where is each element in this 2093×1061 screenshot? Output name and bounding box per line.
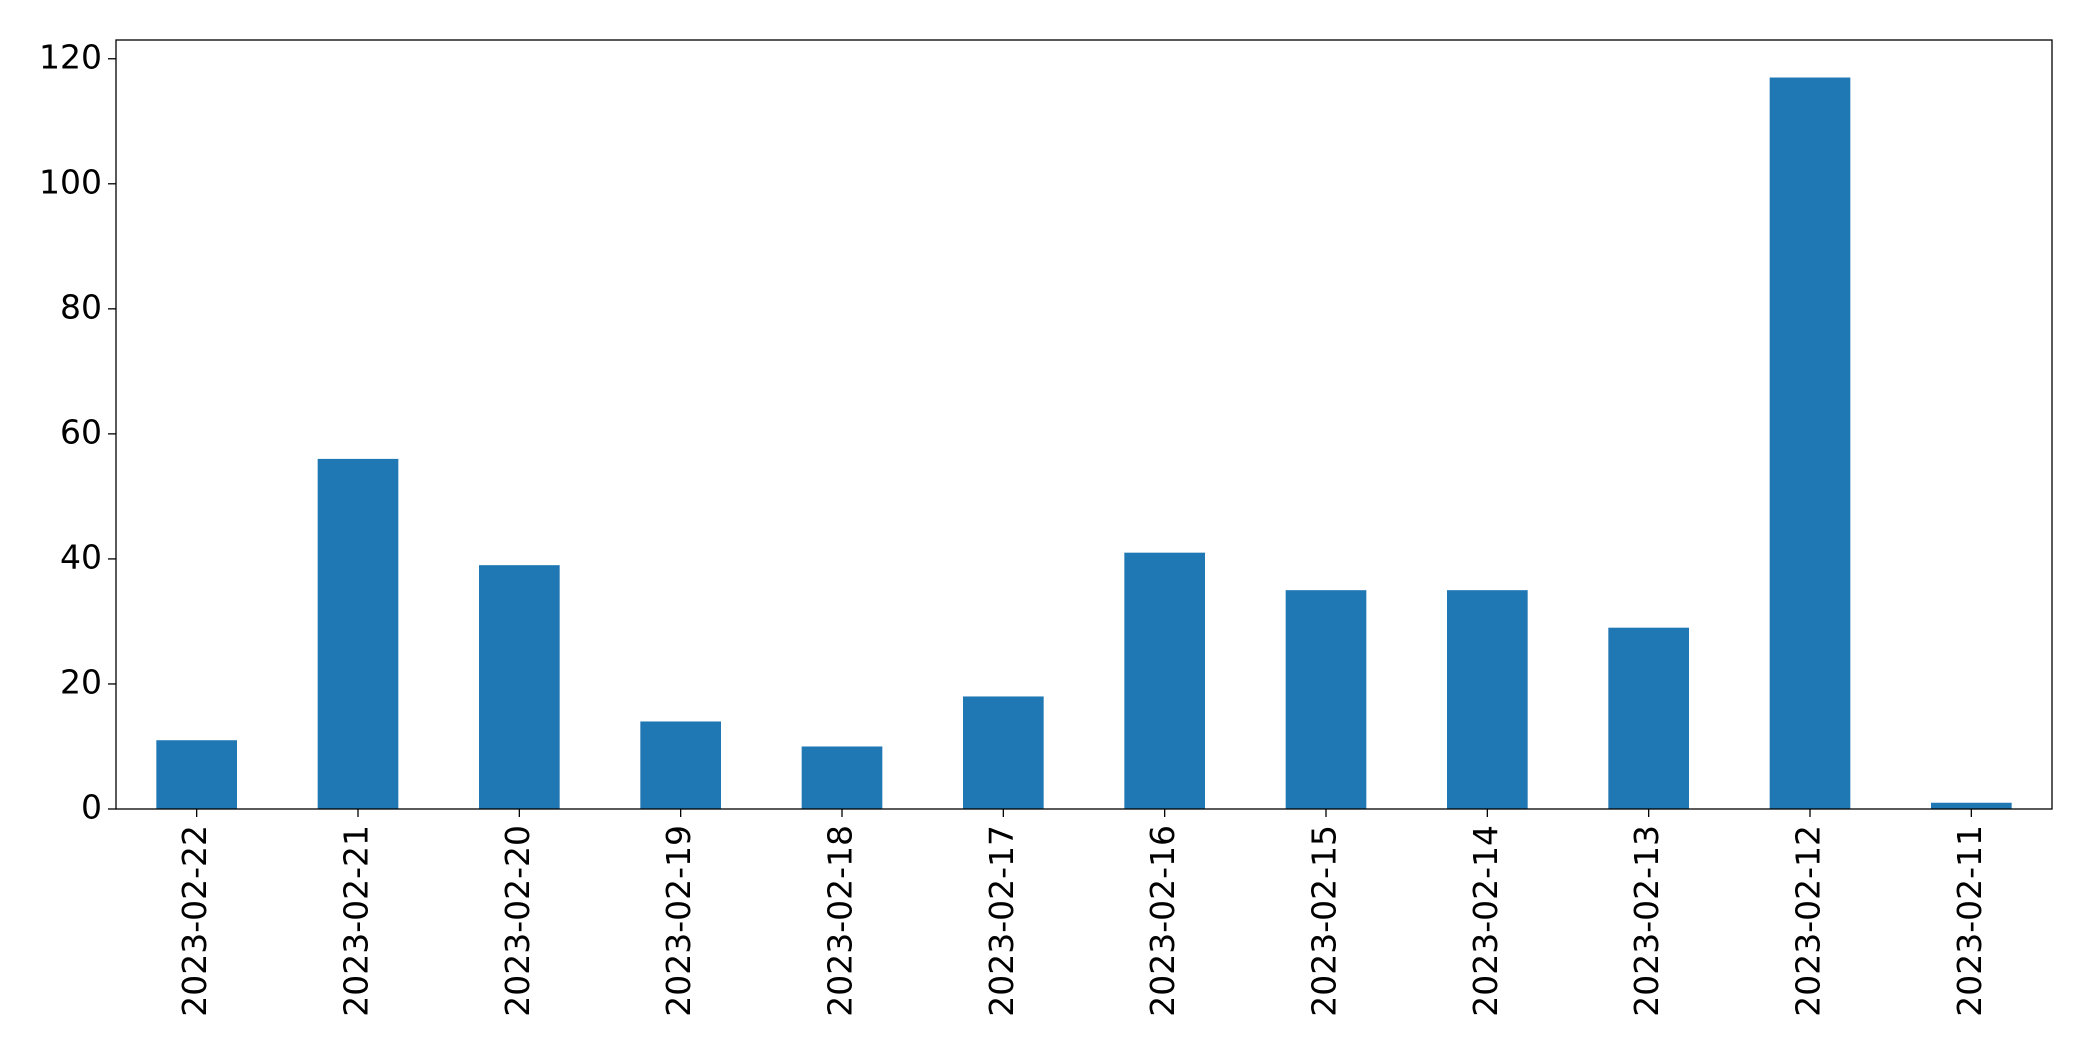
bar (640, 721, 721, 809)
x-tick-label: 2023-02-16 (1143, 825, 1182, 1017)
bar (1608, 627, 1689, 809)
x-tick-label: 2023-02-11 (1950, 825, 1989, 1017)
x-tick-label: 2023-02-13 (1627, 825, 1666, 1017)
y-tick-label: 100 (39, 162, 102, 201)
bar (1769, 77, 1851, 809)
bar (317, 458, 399, 809)
bar (963, 696, 1044, 809)
x-tick-label: 2023-02-12 (1789, 825, 1828, 1017)
y-tick-label: 120 (39, 37, 102, 76)
y-tick-label: 20 (60, 662, 102, 701)
bar (1931, 802, 2012, 809)
x-tick-label: 2023-02-18 (821, 825, 860, 1017)
x-tick-label: 2023-02-14 (1466, 825, 1505, 1017)
x-tick-label: 2023-02-22 (175, 825, 214, 1017)
x-tick-label: 2023-02-21 (337, 825, 376, 1017)
y-tick-label: 60 (60, 412, 102, 451)
bar (479, 565, 560, 809)
y-tick-label: 0 (81, 788, 102, 827)
y-tick-label: 40 (60, 537, 102, 576)
bar (1124, 552, 1205, 809)
x-tick-label: 2023-02-20 (498, 825, 537, 1017)
bar (1447, 590, 1528, 809)
x-tick-label: 2023-02-19 (659, 825, 698, 1017)
bar (801, 746, 883, 809)
x-tick-label: 2023-02-15 (1305, 825, 1344, 1017)
x-tick-label: 2023-02-17 (982, 825, 1021, 1017)
bar (1285, 590, 1367, 809)
bar (156, 740, 237, 809)
y-tick-label: 80 (60, 287, 102, 326)
plot-frame (115, 39, 2053, 810)
